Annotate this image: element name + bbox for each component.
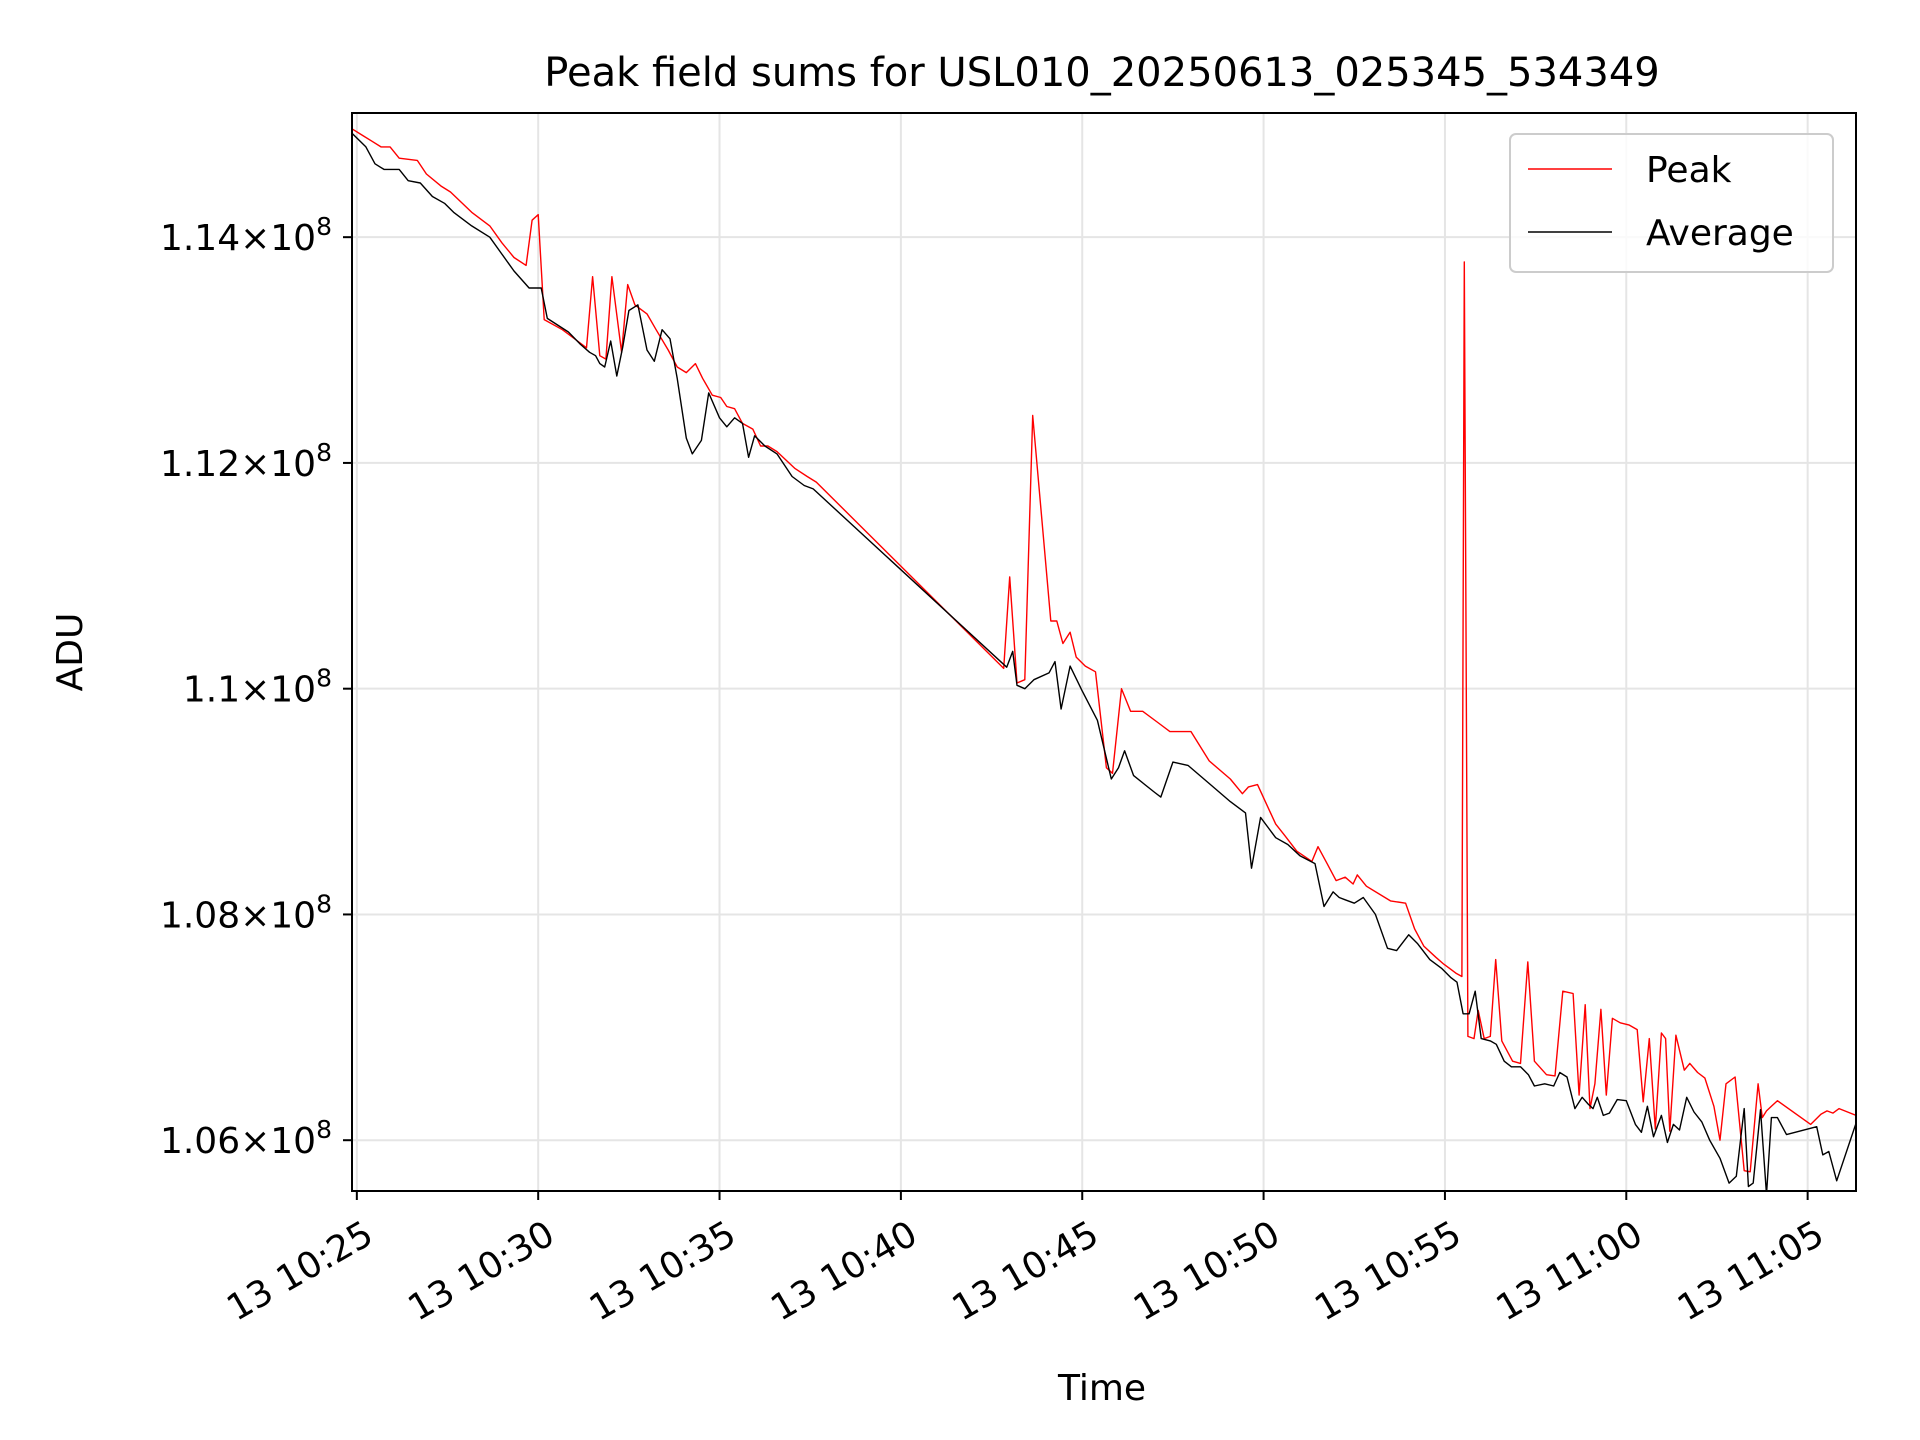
y-tick-base: 10 (270, 444, 316, 485)
chart-title: Peak field sums for USL010_20250613_0253… (544, 50, 1659, 96)
y-tick-label: 1.12×108 (160, 438, 332, 485)
y-tick-label: 1.1×108 (183, 664, 332, 711)
legend-label-average: Average (1646, 213, 1794, 254)
y-tick-times: × (240, 218, 270, 259)
legend: Peak Average (1509, 133, 1834, 273)
y-tick-mantissa: 1.08 (160, 895, 240, 936)
y-tick-label: 1.06×108 (160, 1115, 332, 1162)
y-tick-exponent: 8 (316, 1115, 332, 1144)
y-tick-exponent: 8 (316, 889, 332, 918)
y-tick-base: 10 (270, 1121, 316, 1162)
y-tick-times: × (240, 895, 270, 936)
y-tick-exponent: 8 (316, 664, 332, 693)
y-tick-mantissa: 1.06 (160, 1121, 240, 1162)
plot-frame (351, 112, 1857, 1192)
y-axis-label: ADU (50, 613, 91, 692)
y-tick-mantissa: 1.1 (183, 670, 240, 711)
plot-lines (352, 128, 1856, 1191)
y-tick-base: 10 (270, 670, 316, 711)
y-tick-label: 1.14×108 (160, 212, 332, 259)
y-tick-mantissa: 1.12 (160, 444, 240, 485)
y-tick-exponent: 8 (316, 438, 332, 467)
y-tick-base: 10 (270, 895, 316, 936)
grid (352, 113, 1856, 1191)
y-tick-times: × (240, 444, 270, 485)
series-line-peak (352, 128, 1856, 1173)
y-tick-exponent: 8 (316, 212, 332, 241)
series-line-average (352, 132, 1856, 1191)
y-tick-times: × (240, 1121, 270, 1162)
y-tick-mantissa: 1.14 (160, 218, 240, 259)
y-tick-times: × (240, 670, 270, 711)
y-tick-base: 10 (270, 218, 316, 259)
y-tick-label: 1.08×108 (160, 889, 332, 936)
legend-label-peak: Peak (1646, 150, 1732, 191)
x-axis-label: Time (1057, 1368, 1146, 1409)
